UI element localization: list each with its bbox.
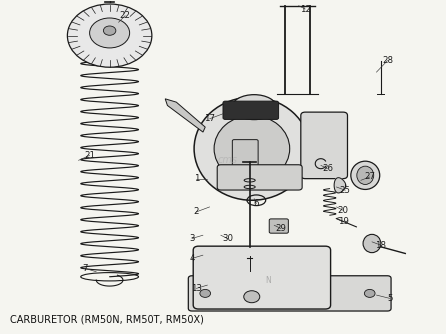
Ellipse shape xyxy=(363,234,381,253)
FancyBboxPatch shape xyxy=(232,140,258,186)
Text: 12: 12 xyxy=(300,5,311,13)
Text: 30: 30 xyxy=(222,234,233,243)
Text: 18: 18 xyxy=(376,241,386,249)
Circle shape xyxy=(90,18,130,48)
Circle shape xyxy=(200,289,211,297)
FancyBboxPatch shape xyxy=(223,101,279,120)
Circle shape xyxy=(244,291,260,303)
Ellipse shape xyxy=(357,166,374,184)
Text: 19: 19 xyxy=(338,217,348,226)
Text: 5: 5 xyxy=(387,294,392,303)
FancyBboxPatch shape xyxy=(301,112,347,179)
Text: 17: 17 xyxy=(204,114,215,123)
FancyBboxPatch shape xyxy=(188,276,391,311)
Text: 29: 29 xyxy=(275,224,286,233)
Polygon shape xyxy=(334,178,346,193)
Text: 7: 7 xyxy=(83,264,88,273)
Text: 13: 13 xyxy=(191,284,202,293)
Text: 25: 25 xyxy=(340,186,351,195)
Text: 28: 28 xyxy=(382,56,393,65)
Ellipse shape xyxy=(232,95,277,120)
FancyBboxPatch shape xyxy=(193,246,330,309)
FancyBboxPatch shape xyxy=(269,219,289,233)
Text: 20: 20 xyxy=(338,206,348,215)
Text: 1: 1 xyxy=(194,174,199,183)
Circle shape xyxy=(103,26,116,35)
Text: 2: 2 xyxy=(194,207,199,216)
Ellipse shape xyxy=(194,97,310,200)
Ellipse shape xyxy=(351,161,380,189)
Text: 21: 21 xyxy=(84,151,95,160)
Text: CARBURETOR (RM50N, RM50T, RM50X): CARBURETOR (RM50N, RM50T, RM50X) xyxy=(9,315,203,325)
Text: 6: 6 xyxy=(254,199,259,208)
Text: 26: 26 xyxy=(322,164,333,173)
Ellipse shape xyxy=(214,116,290,182)
Text: 27: 27 xyxy=(364,172,375,181)
Text: N: N xyxy=(265,276,271,285)
Text: 4: 4 xyxy=(189,254,194,263)
FancyBboxPatch shape xyxy=(217,165,302,190)
Circle shape xyxy=(67,4,152,67)
Polygon shape xyxy=(165,99,205,132)
Text: cms: cms xyxy=(218,155,237,165)
Text: 22: 22 xyxy=(120,11,131,20)
Text: 3: 3 xyxy=(189,234,194,243)
Circle shape xyxy=(364,289,375,297)
